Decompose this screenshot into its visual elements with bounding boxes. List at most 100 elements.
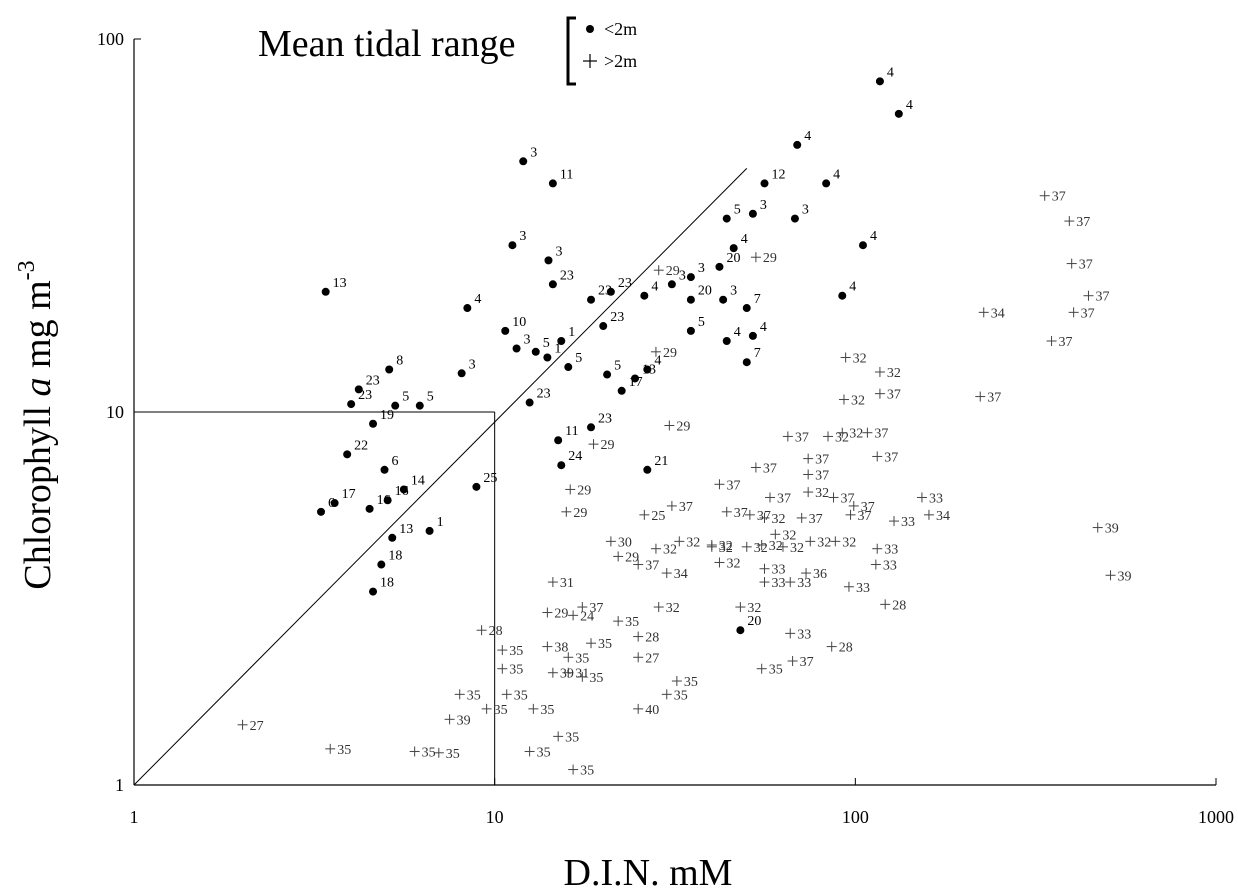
dot-point bbox=[343, 450, 352, 459]
plus-point-label: 35 bbox=[509, 663, 523, 678]
plus-point-label: 37 bbox=[887, 388, 901, 403]
plus-point bbox=[870, 559, 881, 570]
dot-point-label: 3 bbox=[555, 244, 562, 259]
y-axis-title-unit: mg m bbox=[17, 280, 59, 377]
dot-point-label: 1 bbox=[437, 515, 444, 530]
plus-point-label: 37 bbox=[815, 453, 829, 468]
x-tick-label: 100 bbox=[842, 807, 869, 827]
plus-point bbox=[633, 631, 644, 642]
plus-point bbox=[1064, 216, 1075, 227]
plus-point-label: 37 bbox=[858, 509, 872, 524]
plus-point bbox=[613, 551, 624, 562]
plus-point-label: 34 bbox=[674, 567, 688, 582]
plus-point-label: 25 bbox=[651, 509, 665, 524]
plus-point bbox=[706, 541, 717, 552]
plus-point-label: 39 bbox=[560, 667, 574, 682]
plus-point bbox=[830, 536, 841, 547]
plus-point bbox=[744, 509, 755, 520]
plus-point-label: 32 bbox=[835, 430, 849, 445]
plus-point bbox=[874, 367, 885, 378]
plus-point-label: 35 bbox=[625, 615, 639, 630]
plus-point-label: 29 bbox=[676, 420, 690, 435]
x-axis-title: D.I.N. mM bbox=[564, 852, 733, 893]
plus-point bbox=[409, 746, 420, 757]
dot-point-label: 20 bbox=[726, 251, 740, 266]
dot-point-label: 13 bbox=[399, 522, 413, 537]
plus-point-label: 35 bbox=[337, 743, 351, 758]
plus-point-label: 33 bbox=[772, 563, 786, 578]
plus-point bbox=[837, 427, 848, 438]
y-tick-label: 100 bbox=[97, 29, 124, 49]
dot-point-label: 13 bbox=[642, 362, 656, 377]
plus-point bbox=[828, 492, 839, 503]
dot-point bbox=[425, 526, 434, 535]
legend: Mean tidal range <2m >2m bbox=[258, 16, 637, 86]
plus-point-label: 32 bbox=[747, 601, 761, 616]
dot-point bbox=[508, 241, 517, 250]
dot-point bbox=[748, 331, 757, 340]
y-axis-title: Chlorophyll a mg m-3 bbox=[14, 260, 59, 589]
dot-point-label: 16 bbox=[395, 484, 409, 499]
dot-point bbox=[838, 291, 847, 300]
y-axis-title-main: Chlorophyll bbox=[17, 406, 59, 590]
plus-point bbox=[563, 652, 574, 663]
dot-point-label: 4 bbox=[833, 167, 840, 182]
dot-point-label: 24 bbox=[568, 449, 582, 464]
legend-plus-marker bbox=[583, 54, 597, 68]
plus-point bbox=[650, 346, 661, 357]
plus-point bbox=[653, 602, 664, 613]
plus-point bbox=[561, 506, 572, 517]
plus-point bbox=[547, 667, 558, 678]
dot-point-label: 17 bbox=[629, 375, 643, 390]
plus-point bbox=[1046, 336, 1057, 347]
dot-point-label: 3 bbox=[524, 332, 531, 347]
plus-point bbox=[872, 451, 883, 462]
plus-point-label: 32 bbox=[686, 535, 700, 550]
dot-point bbox=[606, 287, 615, 296]
dot-point-label: 4 bbox=[654, 353, 661, 368]
dot-point-label: 4 bbox=[906, 98, 913, 113]
plus-point bbox=[633, 559, 644, 570]
plus-point bbox=[787, 656, 798, 667]
reference-line-diagonal bbox=[133, 167, 748, 786]
plus-point-label: 33 bbox=[797, 576, 811, 591]
dot-point bbox=[736, 626, 745, 635]
x-ticks: 1 10 100 1000 bbox=[130, 778, 1234, 827]
plus-point-label: 37 bbox=[795, 430, 809, 445]
plus-point-label: 35 bbox=[422, 745, 436, 760]
dot-point-label: 4 bbox=[870, 229, 877, 244]
plus-point bbox=[923, 509, 934, 520]
plus-point bbox=[577, 671, 588, 682]
plus-point bbox=[501, 689, 512, 700]
x-tick-label: 1000 bbox=[1198, 807, 1234, 827]
plus-point-label: 37 bbox=[1081, 306, 1095, 321]
dot-point-label: 3 bbox=[679, 268, 686, 283]
dot-point bbox=[760, 179, 769, 188]
plus-point-label: 35 bbox=[598, 637, 612, 652]
dot-point-label: 4 bbox=[849, 280, 856, 295]
dot-point bbox=[894, 109, 903, 118]
plus-point-label: 29 bbox=[573, 506, 587, 521]
plus-point bbox=[805, 536, 816, 547]
data-points bbox=[237, 77, 1116, 775]
plus-point-label: 35 bbox=[769, 663, 783, 678]
plus-point-label: 33 bbox=[772, 576, 786, 591]
dot-point bbox=[321, 287, 330, 296]
plus-point bbox=[1039, 190, 1050, 201]
plus-point-label: 35 bbox=[514, 688, 528, 703]
dot-point bbox=[631, 374, 640, 383]
plus-point bbox=[524, 746, 535, 757]
dot-point bbox=[388, 533, 397, 542]
dot-point-label: 7 bbox=[754, 292, 761, 307]
dot-point-label: 4 bbox=[474, 292, 481, 307]
dot-point bbox=[603, 370, 612, 379]
dot-point-label: 3 bbox=[530, 145, 537, 160]
plus-point-label: 29 bbox=[554, 607, 568, 622]
plus-point bbox=[785, 577, 796, 588]
dot-point-label: 23 bbox=[618, 276, 632, 291]
plus-point-label: 35 bbox=[494, 703, 508, 718]
plus-point bbox=[785, 628, 796, 639]
plus-point bbox=[872, 543, 883, 554]
plus-point bbox=[653, 265, 664, 276]
plus-point bbox=[613, 616, 624, 627]
